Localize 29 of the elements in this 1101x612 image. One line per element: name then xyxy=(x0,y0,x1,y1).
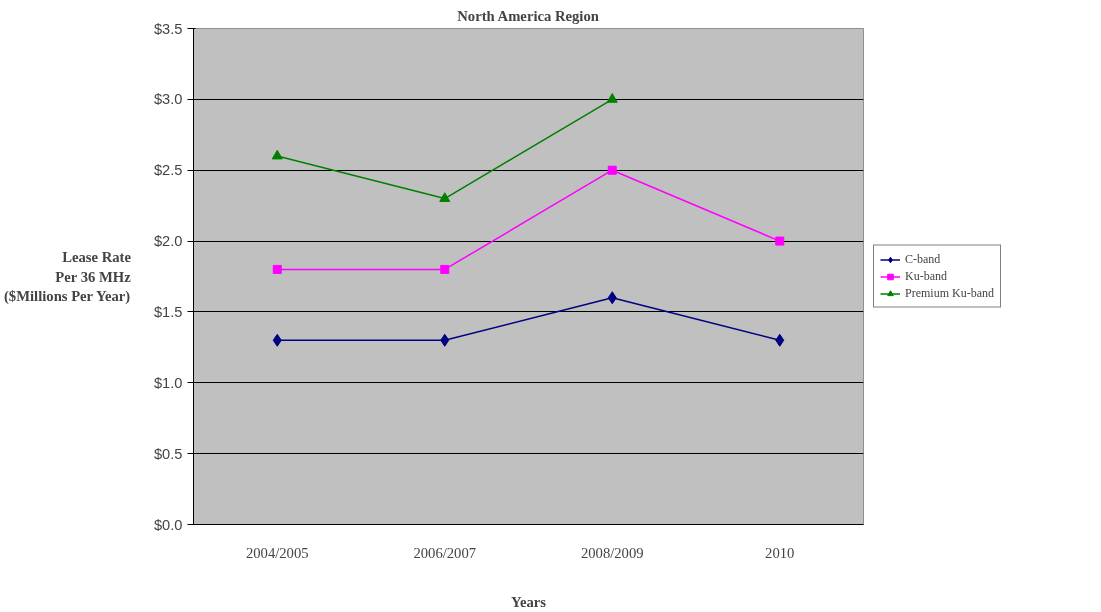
point xyxy=(271,149,283,160)
legend-label: C-band xyxy=(905,251,941,267)
x-tick-label: 2004/2005 xyxy=(245,544,309,561)
y-tick-label: $3.5 xyxy=(153,20,183,37)
y-tick-label: $3.0 xyxy=(153,91,183,108)
y-tick-label: $1.5 xyxy=(153,303,183,320)
y-tick-label: $0.5 xyxy=(153,445,183,462)
y-axis-title: Lease Rate Per 36 MHz ($Millions Per Year) xyxy=(3,249,132,305)
point xyxy=(607,291,617,305)
point xyxy=(272,333,282,347)
point xyxy=(440,264,450,274)
point xyxy=(607,165,617,175)
x-axis-title: Years xyxy=(511,593,547,610)
point xyxy=(440,333,450,347)
point xyxy=(775,333,785,347)
point xyxy=(439,192,451,202)
legend-label: Premium Ku-band xyxy=(905,285,994,301)
y-tick-label: $0.0 xyxy=(153,516,183,533)
point xyxy=(775,236,785,246)
legend-label: Ku-band xyxy=(905,268,947,284)
chart-title: North America Region xyxy=(457,7,599,24)
y-tick-label: $2.5 xyxy=(153,162,183,179)
y-tick-label: $2.0 xyxy=(153,233,183,250)
x-tick-label: 2010 xyxy=(765,544,795,561)
x-tick-label: 2008/2009 xyxy=(580,544,644,561)
y-tick-label: $1.0 xyxy=(153,374,183,391)
point xyxy=(272,264,282,274)
x-tick-label: 2006/2007 xyxy=(413,544,477,561)
point xyxy=(606,93,618,103)
